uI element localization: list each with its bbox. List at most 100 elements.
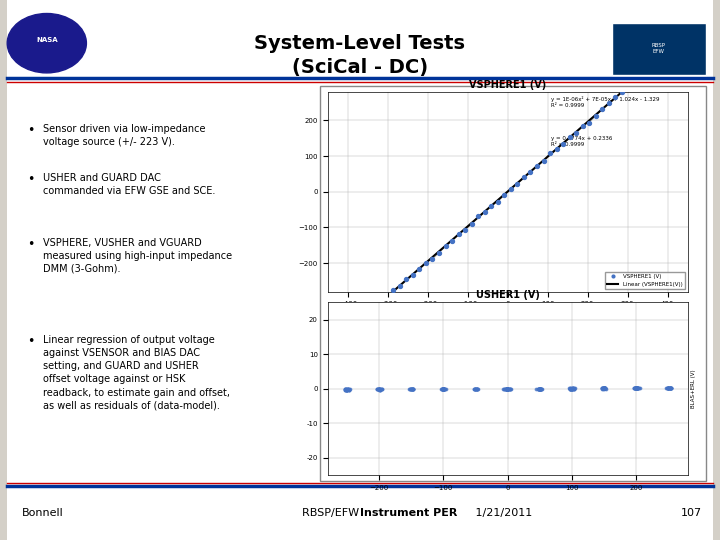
- VSPHERE1 (V): [453, 230, 464, 238]
- Point: [436, 385, 448, 394]
- Text: Instrument PER: Instrument PER: [360, 508, 457, 518]
- VSPHERE1 (V): [374, 299, 386, 307]
- Point: [632, 384, 644, 393]
- Point: [503, 384, 514, 393]
- VSPHERE1 (V): [427, 255, 438, 264]
- Point: [406, 385, 418, 394]
- VSPHERE1 (V): [492, 197, 503, 206]
- VSPHERE1 (V): [485, 201, 497, 210]
- Point: [631, 384, 642, 393]
- Point: [534, 384, 545, 393]
- Point: [374, 385, 385, 394]
- VSPHERE1 (V): [466, 220, 477, 229]
- Circle shape: [14, 19, 79, 68]
- VSPHERE1 (V): [505, 184, 517, 193]
- Point: [373, 385, 384, 394]
- VSPHERE1 (V): [603, 98, 615, 107]
- Point: [597, 384, 608, 393]
- Point: [534, 384, 545, 393]
- Point: [567, 384, 578, 393]
- Point: [665, 384, 676, 393]
- Point: [598, 384, 610, 393]
- Point: [500, 384, 512, 393]
- Point: [341, 385, 352, 394]
- Point: [564, 384, 575, 393]
- Point: [501, 384, 513, 393]
- Point: [502, 384, 513, 393]
- Point: [437, 384, 449, 393]
- Point: [404, 385, 415, 394]
- Point: [501, 384, 513, 393]
- VSPHERE1 (V): [394, 282, 405, 291]
- Point: [565, 384, 577, 393]
- VSPHERE1 (V): [642, 65, 654, 74]
- Point: [500, 384, 512, 393]
- Point: [600, 384, 611, 393]
- Point: [374, 385, 385, 394]
- Point: [343, 386, 355, 394]
- Point: [599, 384, 611, 393]
- Point: [598, 384, 610, 393]
- Point: [631, 384, 642, 393]
- Point: [472, 384, 483, 393]
- Point: [438, 385, 449, 394]
- Point: [408, 385, 419, 394]
- Point: [437, 384, 449, 393]
- Point: [569, 384, 580, 393]
- Point: [340, 385, 351, 394]
- Point: [534, 384, 546, 393]
- Point: [629, 384, 641, 393]
- Text: y = 1E-06x² + 7E-05x + 1.024x - 1.329
R² = 0.9999: y = 1E-06x² + 7E-05x + 1.024x - 1.329 R²…: [551, 96, 660, 107]
- Point: [631, 384, 642, 393]
- Point: [630, 384, 642, 393]
- Point: [664, 384, 675, 393]
- Point: [498, 384, 510, 393]
- Point: [596, 384, 608, 393]
- Point: [406, 384, 418, 393]
- Point: [438, 385, 449, 394]
- Point: [438, 385, 450, 394]
- Point: [471, 384, 482, 393]
- Point: [497, 384, 508, 393]
- Point: [598, 384, 610, 393]
- Point: [344, 385, 356, 394]
- Point: [438, 385, 450, 394]
- Point: [631, 384, 642, 393]
- Point: [504, 384, 516, 393]
- Point: [438, 384, 450, 393]
- Point: [565, 384, 577, 393]
- Point: [340, 385, 351, 394]
- Point: [469, 384, 481, 393]
- Point: [564, 384, 576, 393]
- Point: [501, 384, 513, 393]
- Text: Sensor driven via low-impedance
voltage source (+/- 223 V).: Sensor driven via low-impedance voltage …: [43, 124, 206, 147]
- Point: [501, 384, 513, 393]
- Point: [374, 385, 386, 394]
- Point: [534, 384, 545, 393]
- Point: [503, 384, 514, 393]
- Point: [631, 384, 642, 393]
- VSPHERE1 (V): [597, 105, 608, 113]
- Point: [340, 385, 351, 394]
- Point: [436, 384, 448, 393]
- Point: [472, 384, 484, 393]
- Point: [534, 384, 546, 393]
- Point: [598, 384, 609, 393]
- Point: [500, 384, 512, 393]
- Text: RBSP/EFW: RBSP/EFW: [302, 508, 363, 518]
- Text: NASA: NASA: [36, 37, 58, 44]
- Point: [469, 384, 481, 393]
- Title: USHER1 (V): USHER1 (V): [476, 290, 539, 300]
- Point: [534, 384, 545, 393]
- Point: [665, 383, 676, 392]
- Point: [531, 384, 542, 393]
- Point: [634, 384, 646, 393]
- Point: [372, 385, 384, 394]
- Point: [665, 384, 677, 393]
- Point: [437, 385, 449, 394]
- Point: [440, 384, 451, 393]
- Text: •: •: [27, 335, 35, 348]
- Point: [536, 384, 548, 393]
- Point: [568, 384, 580, 393]
- Point: [406, 385, 418, 394]
